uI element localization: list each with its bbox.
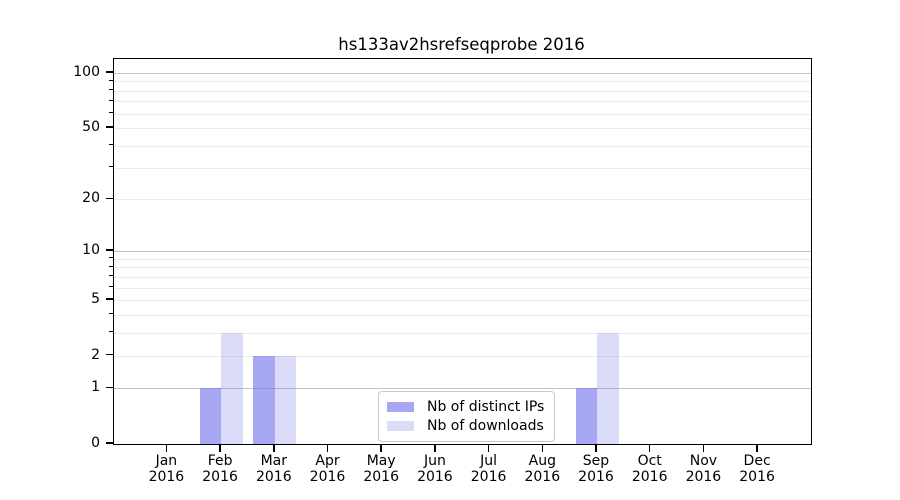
- bar-nb-of-distinct-ips-feb-2016: [199, 388, 222, 444]
- x-axis-tick-feb-2016: [219, 444, 221, 452]
- y-axis-tick-label-0: 0: [91, 435, 100, 451]
- gridline-y-80: [114, 90, 811, 92]
- x-axis-tick-oct-2016: [648, 444, 651, 452]
- x-axis-tick-aug-2016: [541, 444, 544, 452]
- y-axis-tick-2: [106, 353, 113, 356]
- bar-nb-of-distinct-ips-sep-2016: [575, 388, 597, 444]
- x-axis-tick-jun-2016: [434, 444, 436, 452]
- gridline-y-8: [114, 267, 811, 269]
- chart-title: hs133av2hsrefseqprobe 2016: [338, 35, 585, 54]
- x-axis-tick-label-sep-2016: Sep 2016: [578, 453, 614, 485]
- y-axis-minor-tick-30: [109, 166, 113, 168]
- bar-nb-of-downloads-feb-2016: [221, 332, 243, 444]
- gridline-y-2: [114, 355, 811, 357]
- y-axis-minor-tick-8: [109, 265, 113, 267]
- gridline-y-50: [114, 127, 811, 129]
- x-axis-tick-label-may-2016: May 2016: [363, 453, 399, 485]
- gridline-y-30: [114, 167, 811, 169]
- y-axis-minor-tick-90: [109, 79, 113, 81]
- gridline-y-10: [114, 251, 811, 253]
- y-axis-tick-10: [106, 249, 113, 251]
- gridline-y-20: [114, 199, 811, 201]
- y-axis-tick-label-1: 1: [91, 379, 100, 396]
- gridline-y-5: [114, 300, 811, 301]
- x-axis-tick-label-dec-2016: Dec 2016: [739, 453, 775, 485]
- x-axis-tick-label-jul-2016: Jul 2016: [470, 453, 507, 485]
- gridline-y-40: [114, 145, 811, 147]
- y-axis-tick-100: [106, 71, 113, 73]
- y-axis-minor-tick-3: [109, 331, 113, 333]
- y-axis-minor-tick-70: [109, 99, 113, 101]
- y-axis-tick-0: [106, 442, 113, 444]
- x-axis-tick-label-feb-2016: Feb 2016: [202, 453, 238, 485]
- y-axis-tick-label-100: 100: [73, 64, 100, 80]
- y-axis-tick-1: [106, 386, 113, 389]
- bar-nb-of-downloads-mar-2016: [274, 355, 297, 444]
- y-axis-tick-20: [106, 197, 113, 200]
- y-axis-tick-label-20: 20: [82, 190, 100, 207]
- gridline-y-90: [114, 81, 811, 83]
- x-axis-tick-label-nov-2016: Nov 2016: [685, 453, 722, 485]
- legend-swatch-distinct-ips: [387, 401, 414, 412]
- gridline-y-9: [114, 258, 811, 260]
- y-axis-minor-tick-60: [109, 111, 113, 114]
- legend: Nb of distinct IPs Nb of downloads: [378, 391, 556, 442]
- x-axis-tick-apr-2016: [326, 444, 329, 452]
- bar-nb-of-distinct-ips-mar-2016: [253, 355, 275, 444]
- gridline-y-70: [114, 101, 811, 103]
- gridline-y-100: [114, 73, 811, 74]
- x-axis-tick-may-2016: [380, 444, 382, 452]
- y-axis-minor-tick-6: [109, 286, 113, 288]
- y-axis-tick-5: [106, 298, 113, 300]
- x-axis-tick-jul-2016: [487, 444, 490, 452]
- y-axis-minor-tick-80: [109, 89, 113, 91]
- y-axis-minor-tick-40: [109, 143, 113, 146]
- y-axis-tick-50: [106, 126, 113, 128]
- bar-nb-of-downloads-sep-2016: [597, 332, 619, 444]
- x-axis-tick-label-apr-2016: Apr 2016: [309, 453, 346, 485]
- y-axis-tick-label-5: 5: [91, 291, 100, 307]
- gridline-y-7: [114, 276, 811, 278]
- x-axis-tick-sep-2016: [595, 444, 597, 452]
- x-axis-tick-label-aug-2016: Aug 2016: [524, 453, 561, 485]
- gridline-y-1: [114, 388, 811, 390]
- legend-label-downloads: Nb of downloads: [427, 417, 544, 434]
- x-axis-tick-jan-2016: [165, 444, 168, 452]
- x-axis-tick-mar-2016: [273, 444, 275, 452]
- x-axis-tick-label-oct-2016: Oct 2016: [631, 453, 668, 485]
- gridline-y-4: [114, 314, 811, 316]
- x-axis-tick-label-jan-2016: Jan 2016: [148, 453, 185, 485]
- legend-swatch-downloads: [387, 420, 414, 431]
- gridline-y-6: [114, 287, 811, 289]
- plot-area: [113, 58, 812, 445]
- x-axis-tick-label-mar-2016: Mar 2016: [255, 453, 292, 485]
- y-axis-minor-tick-4: [109, 313, 113, 315]
- y-axis-tick-label-10: 10: [82, 242, 100, 259]
- y-axis-minor-tick-7: [109, 275, 113, 277]
- y-axis-tick-label-2: 2: [91, 346, 100, 363]
- x-axis-tick-label-jun-2016: Jun 2016: [417, 453, 453, 485]
- legend-row-distinct-ips: Nb of distinct IPs: [387, 397, 544, 416]
- legend-row-downloads: Nb of downloads: [387, 416, 544, 435]
- y-axis-tick-label-50: 50: [82, 118, 100, 135]
- y-axis-minor-tick-9: [109, 257, 113, 259]
- x-axis-tick-dec-2016: [756, 444, 758, 452]
- gridline-y-3: [114, 332, 811, 334]
- legend-label-distinct-ips: Nb of distinct IPs: [427, 398, 545, 415]
- gridline-y-60: [114, 113, 811, 115]
- x-axis-tick-nov-2016: [702, 444, 705, 452]
